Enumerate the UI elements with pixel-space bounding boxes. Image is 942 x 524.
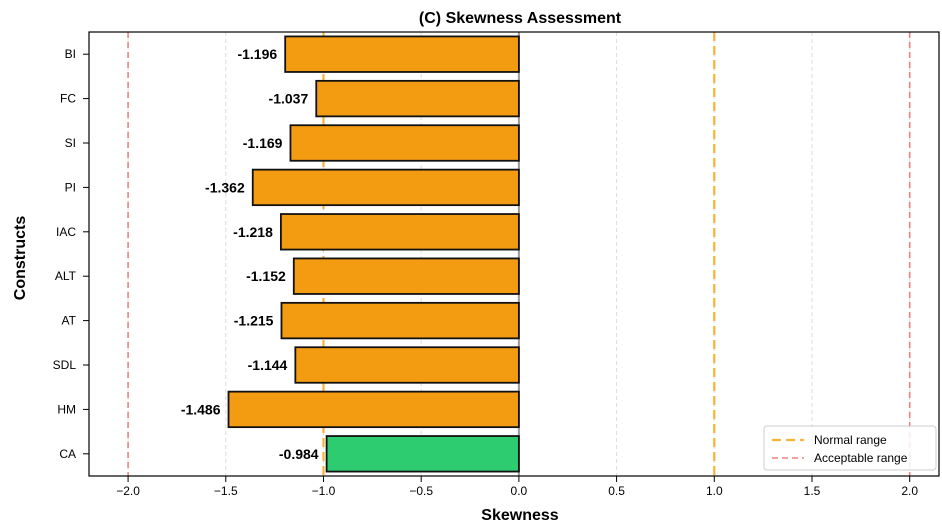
bar-ca <box>325 435 520 473</box>
value-label: -1.169 <box>243 135 283 151</box>
bar-iac <box>279 213 520 251</box>
x-tick-label: 1.5 <box>804 484 821 498</box>
bar-sdl <box>294 346 520 384</box>
value-label: -1.196 <box>237 46 277 62</box>
value-label: -1.218 <box>233 224 273 240</box>
value-label: -1.144 <box>248 357 288 373</box>
bar-pi <box>251 168 520 207</box>
value-label: -1.152 <box>246 268 286 284</box>
y-tick-label: SDL <box>53 358 77 372</box>
value-label: -1.215 <box>234 313 274 329</box>
y-tick-label: ALT <box>55 269 77 283</box>
legend-label: Acceptable range <box>814 451 908 465</box>
chart-title: (C) Skewness Assessment <box>419 10 622 27</box>
y-tick-label: HM <box>57 402 76 416</box>
value-label: -1.037 <box>269 91 309 107</box>
x-tick-label: 2.0 <box>901 484 918 498</box>
legend: Normal range Acceptable range <box>763 425 937 471</box>
bar-si <box>289 124 520 162</box>
bar-fc <box>315 79 520 118</box>
value-label: -1.486 <box>181 401 221 417</box>
y-tick-label: BI <box>65 47 76 61</box>
bar-alt <box>292 257 520 295</box>
y-axis-label: Constructs <box>12 216 29 301</box>
y-tick-label: SI <box>65 136 76 150</box>
x-tick-label: 0.5 <box>608 484 625 498</box>
legend-label: Normal range <box>814 433 887 447</box>
bar-bi <box>284 35 520 73</box>
y-tick-label: AT <box>62 314 77 328</box>
value-label: -1.362 <box>205 179 245 195</box>
value-label: -0.984 <box>279 446 319 462</box>
plot-frame <box>88 31 940 477</box>
y-tick-label: IAC <box>56 225 76 239</box>
y-tick-label: PI <box>65 180 76 194</box>
x-tick-label: −0.5 <box>409 484 433 498</box>
legend-box <box>763 425 937 471</box>
plot-area: -1.196 BI -1.037 FC -1.169 SI -1.362 PI -1.218 IA… <box>53 31 940 498</box>
bar-hm <box>227 390 520 429</box>
x-tick-label: −2.0 <box>116 484 140 498</box>
x-tick-label: 1.0 <box>706 484 723 498</box>
x-tick-label: −1.0 <box>312 484 336 498</box>
y-tick-label: FC <box>60 92 76 106</box>
y-tick-label: CA <box>59 447 76 461</box>
x-axis-label: Skewness <box>481 507 558 524</box>
bar-at <box>280 301 520 340</box>
x-tick-label: 0.0 <box>511 484 528 498</box>
x-tick-label: −1.5 <box>214 484 238 498</box>
